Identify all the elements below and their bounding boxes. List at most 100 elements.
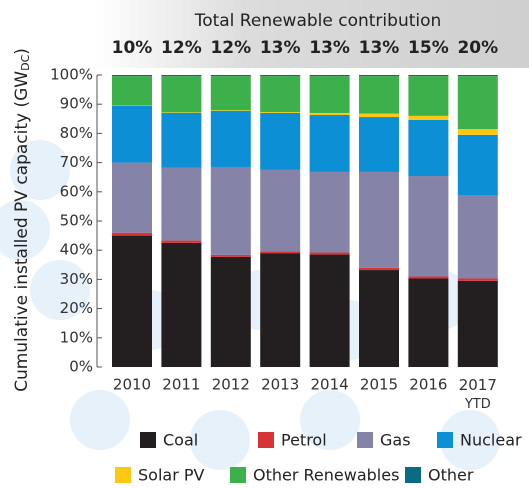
x-tick-label: 2012 (212, 376, 250, 394)
bar-segment (210, 76, 251, 111)
y-label-sub: DC (19, 54, 32, 70)
y-label-end: ) (12, 48, 32, 55)
y-tick-label: 50% (60, 212, 93, 230)
bar-segment (260, 112, 301, 113)
bar-segment (260, 253, 301, 367)
bar-segment (161, 112, 202, 113)
bar-segment (210, 256, 251, 367)
bar-segment (161, 75, 202, 77)
bar-segment (408, 276, 449, 279)
bar-segment (359, 270, 399, 367)
bar-segment (309, 76, 350, 113)
bar-segment (112, 76, 152, 106)
legend-label: Coal (163, 431, 198, 450)
bar-segment (112, 105, 152, 163)
y-tick-label: 90% (60, 95, 93, 113)
bar-segment (309, 115, 350, 172)
renewable-share: 10% (112, 38, 153, 58)
bar-segment (359, 267, 399, 271)
bar-segment (161, 112, 202, 168)
bar-segment (309, 252, 350, 255)
bar-segment (408, 75, 449, 77)
legend-label: Gas (380, 431, 411, 450)
bar-segment (359, 171, 399, 268)
y-tick-label: 80% (60, 124, 93, 142)
y-tick-label: 30% (60, 270, 93, 288)
x-tick-label: 2010 (113, 376, 151, 394)
bar-segment (408, 76, 449, 116)
bar-segment (112, 235, 152, 367)
renewable-share: 13% (260, 38, 301, 58)
bar-segment (408, 278, 449, 367)
x-tick-label: 2016 (409, 376, 447, 394)
bar-segment (112, 232, 152, 236)
renewable-share: 15% (408, 38, 449, 58)
bar-segment (457, 195, 498, 279)
legend-label: Other Renewables (253, 466, 399, 485)
y-tick-label: 40% (60, 241, 93, 259)
legend-swatch (230, 467, 246, 483)
bar-segment (161, 167, 202, 241)
y-tick-label: 20% (60, 299, 93, 317)
bar-segment (161, 240, 202, 243)
bar-segment (210, 110, 251, 167)
bar-segment (161, 76, 202, 113)
y-label-text: Cumulative installed PV capacity (GW (12, 71, 32, 392)
y-tick-label: 70% (60, 153, 93, 171)
bar-segment (112, 162, 152, 233)
y-tick-label: 10% (60, 328, 93, 346)
bar-segment (457, 76, 498, 130)
x-tick-label: 2017 YTD (459, 376, 497, 412)
bar-segment (260, 76, 301, 113)
legend-label: Solar PV (138, 466, 205, 485)
y-axis-label: Cumulative installed PV capacity (GWDC) (12, 48, 32, 392)
legend-label: Petrol (281, 431, 327, 450)
bar-segment (112, 75, 152, 77)
bar-segment (359, 75, 399, 77)
bar-segment (457, 134, 498, 196)
bar-segment (408, 115, 449, 120)
bar-segment (359, 117, 399, 172)
x-tick-label: 2015 (360, 376, 398, 394)
renewable-share: 20% (457, 38, 498, 58)
legend-swatch (115, 467, 131, 483)
renewable-share: 12% (210, 38, 251, 58)
legend-swatch (357, 432, 373, 448)
y-tick-label: 60% (60, 182, 93, 200)
renewable-share: 13% (359, 38, 400, 58)
bar-segment (210, 75, 251, 77)
bar-segment (161, 242, 202, 367)
legend-swatch (258, 432, 274, 448)
bar-segment (309, 171, 350, 253)
bar-segment (359, 76, 399, 114)
bar-segment (457, 280, 498, 367)
bar-segment (210, 110, 251, 111)
bar-segment (457, 75, 498, 77)
bar-segment (457, 129, 498, 135)
bar-segment (359, 113, 399, 118)
bar-segment (408, 119, 449, 177)
x-tick-label: 2011 (162, 376, 200, 394)
bar-segment (309, 75, 350, 77)
legend-label: Nuclear (460, 431, 522, 450)
bar-segment (309, 254, 350, 367)
renewable-share: 13% (309, 38, 350, 58)
bar-segment (210, 166, 251, 255)
bar-segment (309, 112, 350, 116)
bar-segment (260, 251, 301, 254)
x-tick-label: 2013 (261, 376, 299, 394)
header-title: Total Renewable contribution (194, 11, 442, 31)
legend-swatch (437, 432, 453, 448)
legend-swatch (140, 432, 156, 448)
bar-segment (260, 169, 301, 252)
bar-segment (210, 254, 251, 257)
x-tick-label: 2014 (311, 376, 349, 394)
legend-label: Other (428, 466, 474, 485)
renewable-share: 12% (161, 38, 202, 58)
bar-segment (260, 75, 301, 77)
bar-segment (457, 278, 498, 281)
bar-segment (260, 112, 301, 170)
legend-swatch (405, 467, 421, 483)
y-tick-label: 0% (69, 358, 93, 376)
